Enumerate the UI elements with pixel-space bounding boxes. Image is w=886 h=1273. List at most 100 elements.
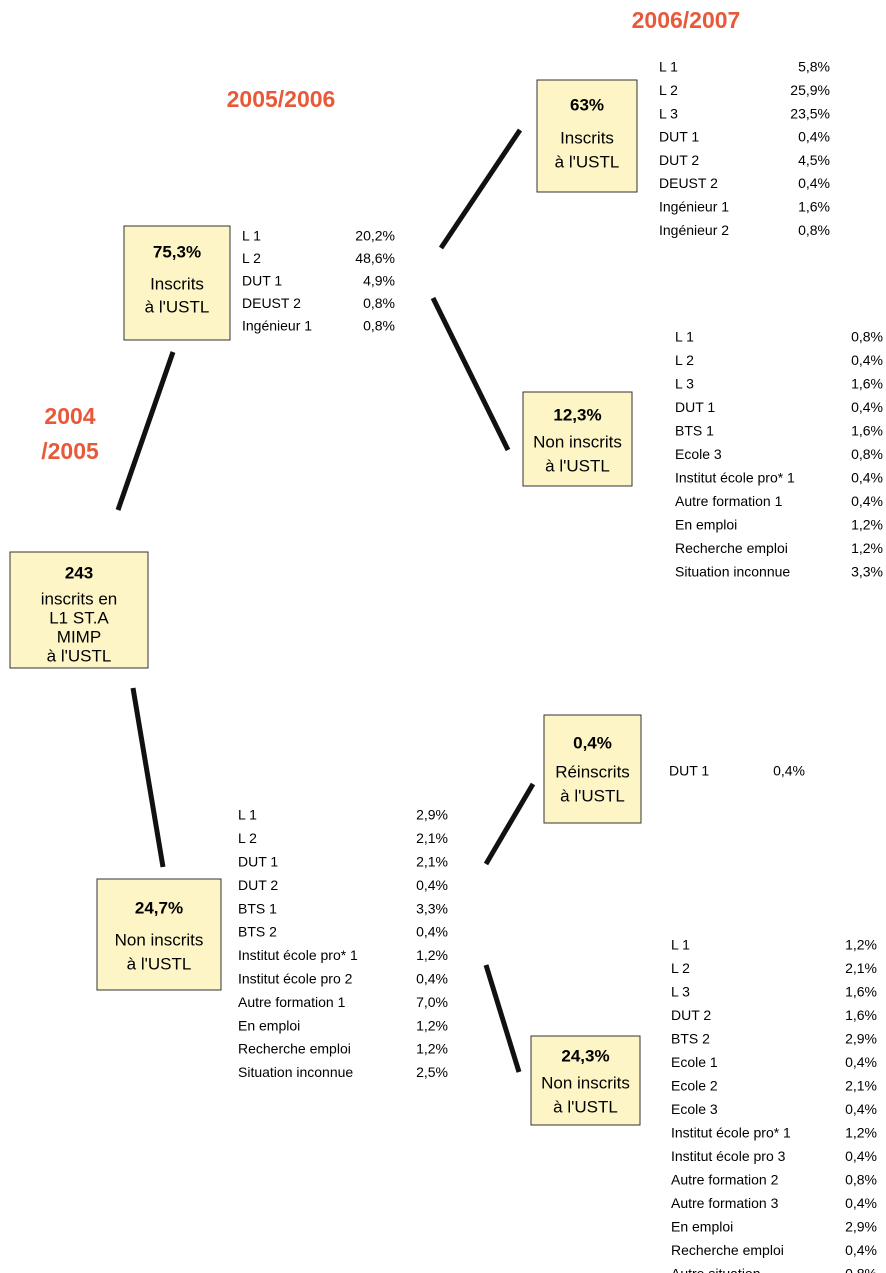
breakdown-value: 0,4% bbox=[845, 1195, 877, 1211]
breakdown-label: L 2 bbox=[238, 830, 257, 846]
breakdown-value: 0,4% bbox=[845, 1148, 877, 1164]
breakdown-label: BTS 1 bbox=[238, 900, 277, 916]
breakdown-value: 2,1% bbox=[845, 960, 877, 976]
connector bbox=[483, 782, 536, 866]
breakdown-label: DUT 1 bbox=[659, 129, 699, 145]
breakdown-value: 1,2% bbox=[845, 937, 877, 953]
breakdown-value: 1,6% bbox=[851, 423, 883, 439]
breakdown-label: L 2 bbox=[659, 82, 678, 98]
breakdown-label: Autre formation 3 bbox=[671, 1195, 779, 1211]
breakdown-label: Situation inconnue bbox=[675, 564, 790, 580]
node-box bbox=[9, 551, 149, 669]
breakdown-label: L 2 bbox=[671, 960, 690, 976]
breakdown-label: L 2 bbox=[675, 352, 694, 368]
breakdown-label: BTS 2 bbox=[671, 1031, 710, 1047]
year-heading: /2005 bbox=[41, 438, 99, 464]
breakdown-value: 0,4% bbox=[851, 399, 883, 415]
node-line: à l'USTL bbox=[560, 786, 625, 805]
breakdown-label: L 1 bbox=[242, 228, 261, 244]
breakdown-value: 3,3% bbox=[416, 900, 448, 916]
connectors bbox=[115, 128, 536, 1073]
connector bbox=[115, 351, 176, 511]
year-heading: 2006/2007 bbox=[632, 7, 741, 33]
breakdown-value: 1,6% bbox=[851, 376, 883, 392]
breakdown-value: 2,1% bbox=[416, 854, 448, 870]
breakdown-value: 0,8% bbox=[845, 1172, 877, 1188]
breakdown-label: BTS 2 bbox=[238, 924, 277, 940]
node-line: Réinscrits bbox=[555, 762, 630, 781]
breakdown-label: Autre formation 2 bbox=[671, 1172, 779, 1188]
breakdown-value: 0,4% bbox=[851, 493, 883, 509]
breakdown-value: 2,9% bbox=[416, 807, 448, 823]
breakdown-value: 25,9% bbox=[790, 82, 830, 98]
breakdown-label: Autre formation 1 bbox=[238, 994, 346, 1010]
node-line: inscrits en bbox=[41, 589, 118, 608]
node-title: 75,3% bbox=[153, 242, 201, 261]
breakdown-label: Institut école pro 2 bbox=[238, 971, 353, 987]
breakdown-label: Ecole 1 bbox=[671, 1054, 718, 1070]
node-title: 0,4% bbox=[573, 733, 612, 752]
node-box bbox=[536, 79, 638, 193]
breakdown-value: 0,8% bbox=[845, 1266, 877, 1273]
node-line: Inscrits bbox=[560, 128, 614, 147]
breakdown-value: 0,8% bbox=[363, 295, 395, 311]
breakdown-value: 0,8% bbox=[851, 329, 883, 345]
breakdown-value: 20,2% bbox=[355, 228, 395, 244]
breakdown-value: 4,5% bbox=[798, 152, 830, 168]
node-line: à l'USTL bbox=[127, 954, 192, 973]
breakdown-value: 0,4% bbox=[798, 129, 830, 145]
breakdown-label: L 3 bbox=[659, 105, 678, 121]
node-line: à l'USTL bbox=[145, 297, 210, 316]
breakdown-label: DEUST 2 bbox=[659, 175, 718, 191]
breakdown-value: 1,6% bbox=[798, 199, 830, 215]
node-line: L1 ST.A bbox=[49, 608, 109, 627]
breakdown-label: Recherche emploi bbox=[238, 1041, 351, 1057]
node-title: 63% bbox=[570, 95, 604, 114]
breakdown-label: Institut école pro* 1 bbox=[675, 470, 795, 486]
breakdown-label: Ingénieur 1 bbox=[659, 199, 729, 215]
node-line: à l'USTL bbox=[47, 646, 112, 665]
breakdown-label: L 3 bbox=[675, 376, 694, 392]
breakdown-label: En emploi bbox=[238, 1017, 300, 1033]
breakdown-value: 1,6% bbox=[845, 1007, 877, 1023]
node-line: MIMP bbox=[57, 627, 101, 646]
node-title: 24,3% bbox=[561, 1046, 609, 1065]
breakdown-value: 0,4% bbox=[845, 1054, 877, 1070]
node-box bbox=[543, 714, 642, 824]
node-line: Non inscrits bbox=[541, 1073, 630, 1092]
breakdown-value: 0,8% bbox=[851, 446, 883, 462]
breakdown-label: DUT 1 bbox=[238, 854, 278, 870]
year-heading: 2004 bbox=[44, 403, 95, 429]
breakdown-label: L 1 bbox=[238, 807, 257, 823]
breakdown-value: 0,4% bbox=[773, 763, 805, 779]
breakdown-label: Institut école pro* 1 bbox=[671, 1125, 791, 1141]
node-title: 243 bbox=[65, 563, 93, 582]
breakdown-value: 0,4% bbox=[416, 924, 448, 940]
breakdown-value: 2,9% bbox=[845, 1219, 877, 1235]
node-box bbox=[96, 878, 222, 991]
breakdown-value: 1,2% bbox=[851, 540, 883, 556]
breakdown-value: 2,1% bbox=[845, 1078, 877, 1094]
node-box bbox=[522, 391, 633, 487]
breakdown-value: 2,9% bbox=[845, 1031, 877, 1047]
connector bbox=[130, 687, 166, 868]
node-line: Non inscrits bbox=[533, 432, 622, 451]
breakdown-value: 2,1% bbox=[416, 830, 448, 846]
breakdown-label: DUT 1 bbox=[675, 399, 715, 415]
breakdown-label: DUT 2 bbox=[238, 877, 278, 893]
breakdown-label: L 1 bbox=[671, 937, 690, 953]
breakdown-label: Recherche emploi bbox=[671, 1242, 784, 1258]
breakdown-label: L 1 bbox=[659, 59, 678, 75]
breakdown-value: 23,5% bbox=[790, 105, 830, 121]
node-title: 24,7% bbox=[135, 898, 183, 917]
breakdown-label: En emploi bbox=[675, 517, 737, 533]
breakdown-label: Ecole 2 bbox=[671, 1078, 718, 1094]
breakdown-label: DUT 2 bbox=[671, 1007, 711, 1023]
breakdown-label: Recherche emploi bbox=[675, 540, 788, 556]
breakdown-value: 7,0% bbox=[416, 994, 448, 1010]
breakdown-value: 1,6% bbox=[845, 984, 877, 1000]
breakdown-label: Institut école pro* 1 bbox=[238, 947, 358, 963]
breakdown-label: DUT 2 bbox=[659, 152, 699, 168]
breakdown-value: 48,6% bbox=[355, 250, 395, 266]
